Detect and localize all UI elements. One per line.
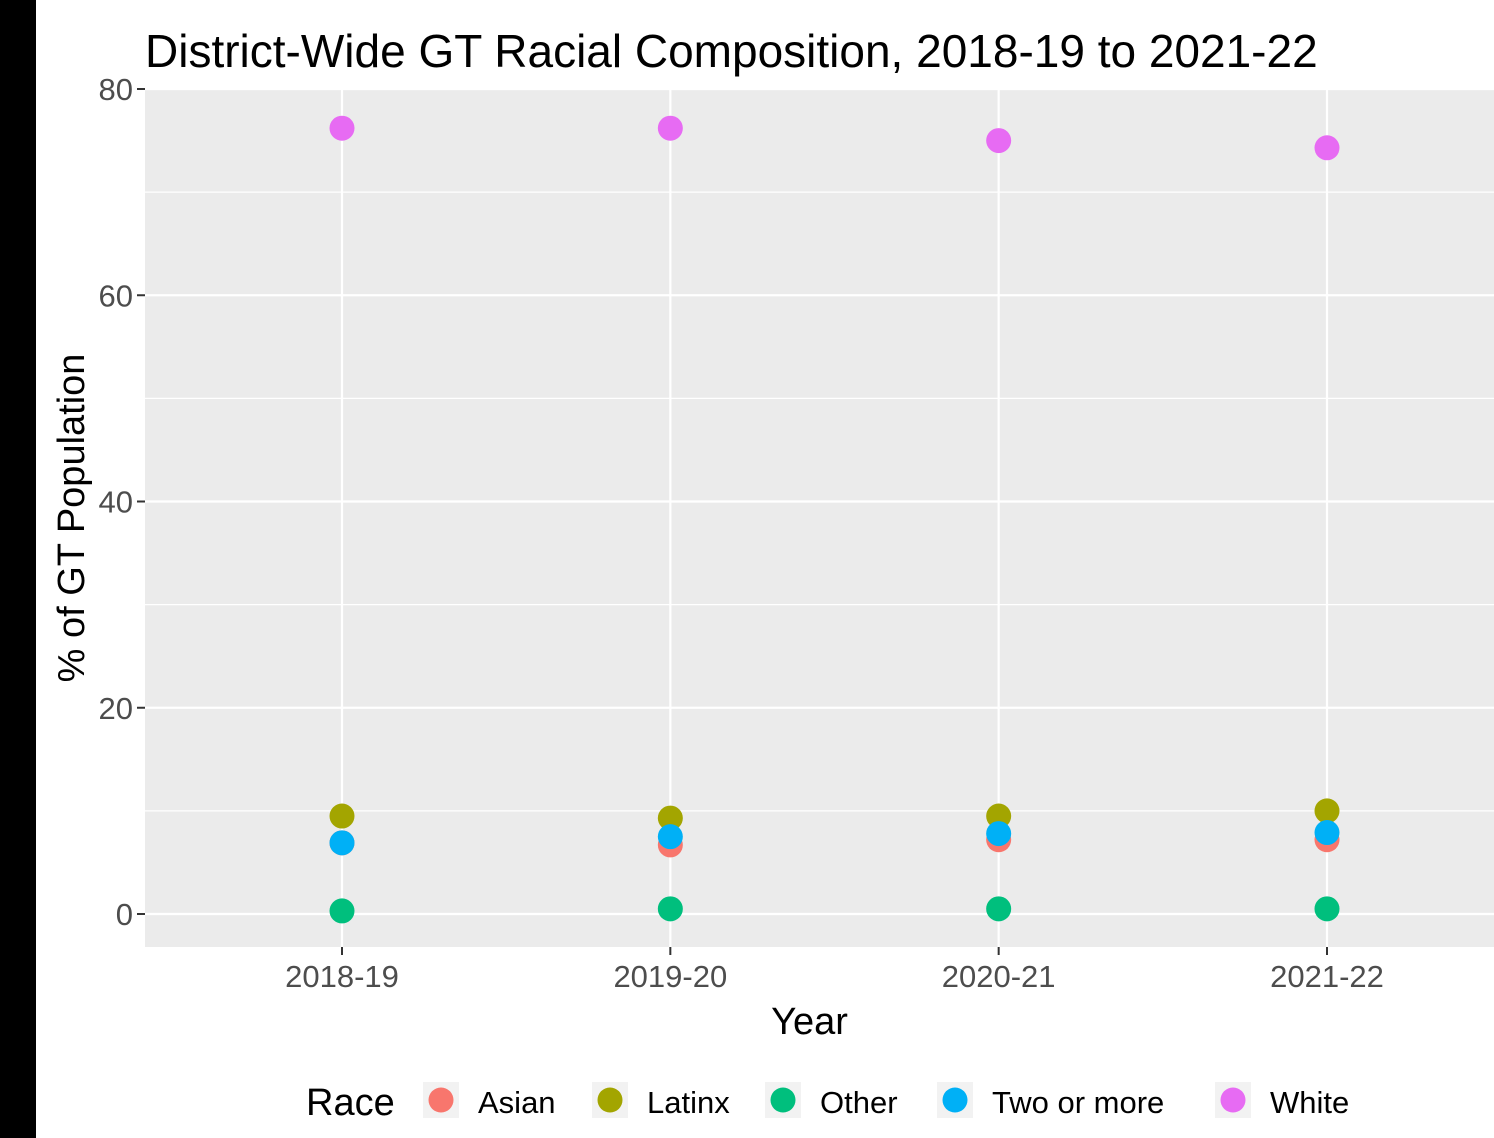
point-other (329, 898, 355, 924)
x-tick-label: 2018-19 (285, 959, 399, 994)
chart-title: District-Wide GT Racial Composition, 201… (145, 25, 1318, 77)
y-tick-label: 0 (116, 897, 133, 932)
point-white (1314, 135, 1340, 161)
legend-label: Two or more (992, 1085, 1164, 1120)
point-white (657, 115, 683, 141)
legend-key-other (770, 1087, 796, 1113)
y-tick-label: 40 (99, 485, 133, 520)
x-tick-label: 2019-20 (613, 959, 727, 994)
point-white (329, 115, 355, 141)
point-other (1314, 896, 1340, 922)
legend-key-asian (428, 1087, 454, 1113)
legend-key-white (1220, 1087, 1246, 1113)
point-latinx (657, 805, 683, 831)
point-latinx (986, 803, 1012, 829)
minor-gridlines (145, 191, 1494, 812)
legend-title: Race (306, 1082, 395, 1124)
legend-label: Latinx (647, 1085, 730, 1120)
x-tick-label: 2021-22 (1270, 959, 1384, 994)
point-white (986, 128, 1012, 154)
legend-key-latinx (597, 1087, 623, 1113)
legend: Race Asian Latinx Other Two or more White (306, 1082, 1349, 1124)
plot-panel (145, 89, 1494, 947)
x-axis-title: Year (771, 1001, 848, 1043)
legend-key-two-or-more (942, 1087, 968, 1113)
y-tick-label: 20 (99, 691, 133, 726)
y-axis: 0 20 40 60 80 (99, 72, 145, 932)
point-latinx (329, 803, 355, 829)
point-two-or-more (329, 830, 355, 856)
data-points (329, 115, 1340, 924)
legend-label: White (1270, 1085, 1349, 1120)
point-two-or-more (657, 824, 683, 850)
legend-label: Other (820, 1085, 898, 1120)
point-other (657, 896, 683, 922)
y-tick-label: 80 (99, 72, 133, 107)
x-axis: 2018-19 2019-20 2020-21 2021-22 (285, 947, 1384, 994)
y-tick-label: 60 (99, 278, 133, 313)
y-axis-title: % of GT Population (51, 354, 93, 683)
x-tick-label: 2020-21 (942, 959, 1056, 994)
legend-label: Asian (478, 1085, 556, 1120)
major-gridlines (145, 87, 1494, 947)
point-other (986, 896, 1012, 922)
point-two-or-more (986, 821, 1012, 847)
point-latinx (1314, 798, 1340, 824)
point-two-or-more (1314, 820, 1340, 846)
